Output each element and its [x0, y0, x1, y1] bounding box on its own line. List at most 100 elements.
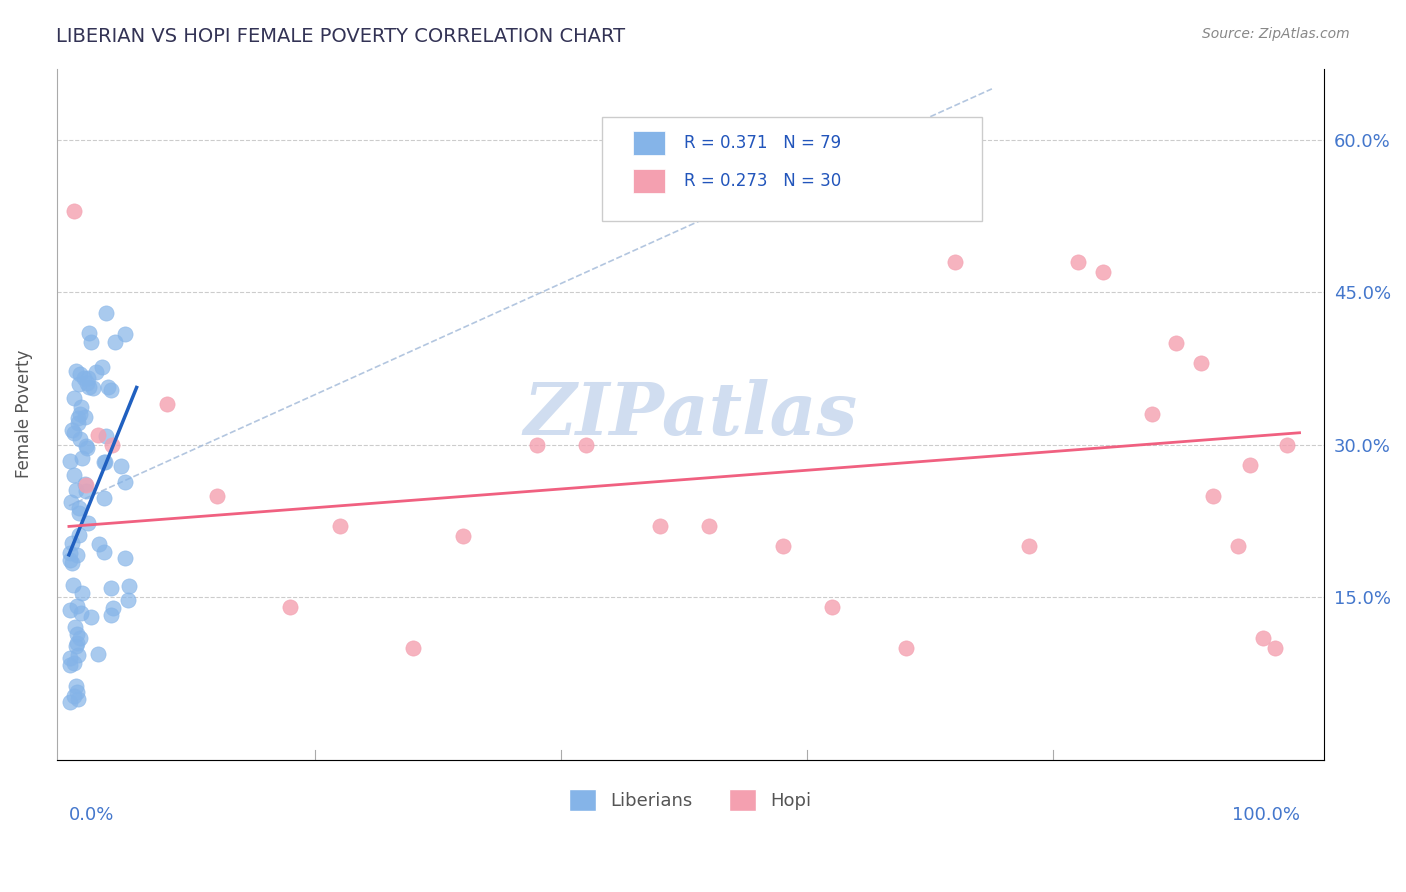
Point	[104, 335, 127, 350]
Point	[65, 364, 87, 378]
Point	[1166, 336, 1188, 351]
Point	[118, 579, 141, 593]
Point	[67, 691, 90, 706]
Point	[1264, 641, 1286, 656]
Point	[67, 507, 90, 521]
FancyBboxPatch shape	[633, 169, 665, 193]
Point	[280, 600, 302, 615]
Point	[62, 536, 84, 550]
Point	[73, 371, 96, 385]
Point	[69, 631, 91, 645]
Point	[65, 639, 87, 653]
Point	[63, 391, 86, 405]
Point	[1067, 254, 1090, 268]
Point	[70, 606, 93, 620]
Point	[73, 476, 96, 491]
Point	[96, 429, 118, 443]
Point	[63, 203, 86, 218]
Text: Source: ZipAtlas.com: Source: ZipAtlas.com	[1202, 27, 1350, 41]
Point	[93, 454, 115, 468]
Point	[84, 365, 107, 379]
Point	[60, 494, 83, 508]
Point	[66, 416, 89, 430]
Point	[1239, 458, 1261, 472]
Point	[156, 397, 179, 411]
Point	[1189, 356, 1212, 370]
Text: 0.0%: 0.0%	[69, 805, 114, 824]
Point	[94, 306, 117, 320]
Point	[69, 400, 91, 414]
Point	[103, 601, 125, 615]
Point	[1091, 265, 1114, 279]
Point	[77, 326, 100, 341]
Point	[93, 491, 115, 505]
Point	[65, 679, 87, 693]
Point	[66, 636, 89, 650]
Point	[62, 578, 84, 592]
Point	[79, 334, 101, 349]
Legend: Liberians, Hopi: Liberians, Hopi	[560, 780, 821, 820]
Point	[67, 500, 90, 515]
Point	[1251, 631, 1274, 645]
Point	[94, 455, 117, 469]
Point	[67, 376, 90, 391]
Point	[66, 685, 89, 699]
Point	[101, 438, 124, 452]
Point	[60, 556, 83, 570]
Point	[1140, 407, 1163, 421]
Point	[70, 586, 93, 600]
Point	[1202, 489, 1225, 503]
Point	[59, 657, 82, 672]
Point	[79, 380, 101, 394]
Point	[59, 651, 82, 665]
Point	[1277, 438, 1299, 452]
Point	[63, 656, 86, 670]
Point	[59, 546, 82, 560]
Point	[1227, 540, 1250, 554]
Y-axis label: Female Poverty: Female Poverty	[15, 350, 32, 478]
Text: R = 0.371   N = 79: R = 0.371 N = 79	[685, 134, 841, 152]
Point	[59, 696, 82, 710]
Point	[65, 620, 87, 634]
Text: ZIPatlas: ZIPatlas	[523, 379, 858, 450]
Point	[100, 582, 122, 596]
Point	[80, 610, 103, 624]
Point	[75, 409, 97, 424]
Point	[59, 553, 82, 567]
Point	[772, 540, 794, 554]
Point	[76, 370, 98, 384]
Point	[76, 376, 98, 390]
Point	[87, 427, 110, 442]
Point	[100, 383, 122, 397]
Point	[100, 607, 122, 622]
Point	[63, 689, 86, 703]
Point	[59, 603, 82, 617]
Point	[697, 519, 720, 533]
Point	[66, 626, 89, 640]
Point	[648, 519, 671, 533]
Point	[402, 641, 425, 656]
Point	[91, 359, 114, 374]
Point	[894, 641, 917, 656]
Point	[62, 468, 84, 483]
Point	[205, 489, 228, 503]
Point	[451, 529, 474, 543]
Point	[69, 407, 91, 421]
Point	[114, 475, 136, 489]
Point	[93, 544, 115, 558]
Text: R = 0.273   N = 30: R = 0.273 N = 30	[685, 171, 841, 189]
Point	[329, 519, 352, 533]
Point	[87, 536, 110, 550]
Point	[82, 380, 104, 394]
Point	[76, 442, 98, 456]
Point	[114, 326, 136, 341]
Point	[66, 548, 89, 562]
Point	[69, 368, 91, 382]
Point	[66, 648, 89, 662]
Point	[66, 599, 89, 613]
Text: 100.0%: 100.0%	[1232, 805, 1299, 824]
Point	[75, 439, 97, 453]
Point	[59, 453, 82, 467]
Point	[75, 483, 97, 498]
Point	[77, 516, 100, 530]
